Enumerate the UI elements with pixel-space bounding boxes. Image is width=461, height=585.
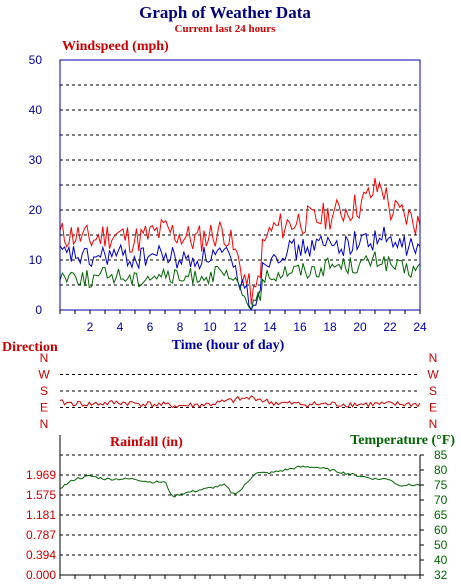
windspeed-average-line (59, 226, 421, 311)
windspeed-gust-line (59, 177, 421, 305)
direction-axis-label: Direction (2, 340, 58, 355)
windspeed-y-tick: 10 (29, 253, 43, 267)
direction-y-tick: N (40, 417, 49, 431)
windspeed-minimum-line (59, 251, 421, 312)
direction-y-tick-right: W (427, 368, 439, 382)
temperature-y-tick: 40 (434, 553, 448, 567)
windspeed-x-tick: 2 (87, 320, 94, 334)
frame-layer (59, 59, 421, 576)
rainfall-y-tick: 1.181 (26, 508, 56, 522)
direction-y-tick-right: N (429, 351, 438, 365)
temperature-y-tick: 60 (434, 523, 448, 537)
windspeed-y-tick: 20 (29, 203, 43, 217)
temperature-y-tick: 80 (434, 463, 448, 477)
windspeed-x-tick: 16 (293, 320, 307, 334)
direction-y-tick-right: N (429, 417, 438, 431)
rainfall-y-tick: 1.575 (26, 488, 56, 502)
windspeed-y-tick: 30 (29, 153, 43, 167)
temperature-y-tick: 32 (434, 568, 448, 582)
temperature-line (59, 465, 421, 498)
temperature-y-tick: 75 (434, 478, 448, 492)
windspeed-x-tick: 20 (353, 320, 367, 334)
windspeed-x-tick: 14 (263, 320, 277, 334)
direction-line (59, 395, 421, 409)
direction-y-tick: E (40, 401, 48, 415)
windspeed-y-tick: 40 (29, 103, 43, 117)
temperature-y-tick: 50 (434, 538, 448, 552)
chart-subtitle: Current last 24 hours (175, 23, 277, 35)
windspeed-y-tick: 50 (29, 53, 43, 67)
temperature-y-tick: 85 (434, 448, 448, 462)
temperature-y-tick: 65 (434, 508, 448, 522)
windspeed-x-tick: 24 (413, 320, 427, 334)
windspeed-axis-label: Windspeed (mph) (62, 39, 169, 54)
direction-y-tick-right: S (429, 384, 437, 398)
windspeed-x-tick: 12 (233, 320, 247, 334)
windspeed-y-tick: 0 (35, 303, 42, 317)
time-axis-label: Time (hour of day) (172, 338, 285, 353)
temperature-axis-label: Temperature (°F) (350, 433, 455, 448)
windspeed-x-tick: 10 (203, 320, 217, 334)
direction-y-tick: N (40, 351, 49, 365)
rainfall-y-tick: 0.000 (26, 568, 56, 582)
rainfall-y-tick: 0.394 (26, 548, 56, 562)
chart-title: Graph of Weather Data (139, 3, 311, 22)
temperature-y-tick: 70 (434, 493, 448, 507)
rainfall-y-tick: 1.969 (26, 468, 56, 482)
windspeed-x-tick: 8 (177, 320, 184, 334)
windspeed-x-tick: 18 (323, 320, 337, 334)
direction-y-tick-right: E (429, 401, 437, 415)
windspeed-x-tick: 4 (117, 320, 124, 334)
windspeed-x-tick: 22 (383, 320, 397, 334)
rainfall-axis-label: Rainfall (in) (110, 435, 183, 450)
rainfall-y-tick: 0.787 (26, 528, 56, 542)
direction-y-tick: S (40, 384, 48, 398)
direction-y-tick: W (38, 368, 50, 382)
windspeed-x-tick: 6 (147, 320, 154, 334)
